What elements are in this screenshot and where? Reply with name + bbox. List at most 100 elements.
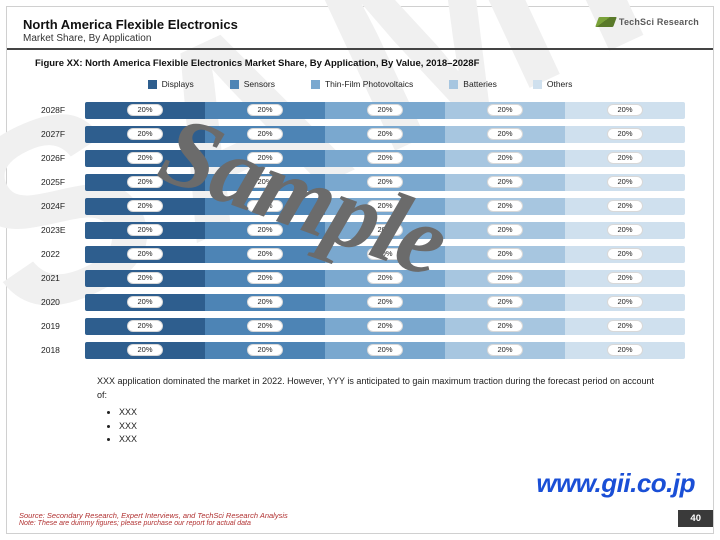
year-label: 2023E — [41, 225, 85, 235]
bar-segment: 20% — [445, 198, 565, 215]
bar-segment: 20% — [325, 174, 445, 191]
segment-value: 20% — [607, 104, 642, 116]
year-label: 2026F — [41, 153, 85, 163]
source-line: Source: Secondary Research, Expert Inter… — [19, 511, 713, 520]
bar-segment: 20% — [325, 102, 445, 119]
segment-value: 20% — [607, 152, 642, 164]
bar-segment: 20% — [85, 222, 205, 239]
bar-segment: 20% — [445, 222, 565, 239]
stacked-bar: 20%20%20%20%20% — [85, 102, 685, 119]
bar-segment: 20% — [325, 222, 445, 239]
legend-swatch-icon — [533, 80, 542, 89]
bar-segment: 20% — [325, 294, 445, 311]
segment-value: 20% — [607, 224, 642, 236]
bar-segment: 20% — [445, 174, 565, 191]
segment-value: 20% — [247, 296, 282, 308]
segment-value: 20% — [127, 224, 162, 236]
chart-row: 2026F20%20%20%20%20% — [41, 147, 685, 169]
segment-value: 20% — [127, 344, 162, 356]
year-label: 2025F — [41, 177, 85, 187]
segment-value: 20% — [367, 272, 402, 284]
bar-segment: 20% — [325, 270, 445, 287]
segment-value: 20% — [367, 320, 402, 332]
legend-label: Sensors — [244, 79, 275, 89]
bar-segment: 20% — [565, 342, 685, 359]
segment-value: 20% — [127, 152, 162, 164]
commentary: XXX application dominated the market in … — [97, 375, 657, 447]
bar-segment: 20% — [445, 342, 565, 359]
logo-text: TechSci Research — [619, 17, 699, 27]
chart-row: 2027F20%20%20%20%20% — [41, 123, 685, 145]
bar-segment: 20% — [565, 150, 685, 167]
bar-segment: 20% — [565, 294, 685, 311]
figure-title: Figure XX: North America Flexible Electr… — [35, 58, 685, 69]
segment-value: 20% — [247, 320, 282, 332]
bar-segment: 20% — [85, 294, 205, 311]
watermark-url: www.gii.co.jp — [536, 468, 695, 499]
bar-segment: 20% — [325, 246, 445, 263]
segment-value: 20% — [367, 200, 402, 212]
segment-value: 20% — [127, 128, 162, 140]
bar-segment: 20% — [85, 318, 205, 335]
bar-segment: 20% — [445, 102, 565, 119]
bar-segment: 20% — [565, 246, 685, 263]
segment-value: 20% — [607, 272, 642, 284]
segment-value: 20% — [127, 176, 162, 188]
stacked-bar: 20% 20% 20% 20% 20% — [85, 126, 685, 143]
bar-segment: 20% — [325, 318, 445, 335]
segment-value: 20% — [127, 320, 162, 332]
segment-value: 20% — [247, 152, 282, 164]
stacked-bar: 20%20%20%20%20% — [85, 150, 685, 167]
legend-swatch-icon — [230, 80, 239, 89]
legend-swatch-icon — [148, 80, 157, 89]
brand-logo: TechSci Research — [597, 17, 699, 27]
segment-value: 20% — [607, 176, 642, 188]
bar-segment: 20% — [565, 126, 685, 143]
stacked-bar: 20%20%20%20%20% — [85, 222, 685, 239]
bar-segment: 20% — [205, 222, 325, 239]
year-label: 2022 — [41, 249, 85, 259]
chart-row: 202220%20%20%20%20% — [41, 243, 685, 265]
footer: Source: Secondary Research, Expert Inter… — [19, 511, 713, 527]
segment-value: 20% — [487, 128, 522, 140]
segment-value: 20% — [247, 272, 282, 284]
chart-row: 2023E20%20%20%20%20% — [41, 219, 685, 241]
chart-row: 2028F20%20%20%20%20% — [41, 99, 685, 121]
segment-value: 20% — [487, 152, 522, 164]
bar-segment: 20% — [565, 102, 685, 119]
bar-segment: 20% — [85, 270, 205, 287]
segment-value: 20% — [127, 296, 162, 308]
segment-value: 20% — [127, 248, 162, 260]
bar-segment: 20% — [205, 174, 325, 191]
segment-value: 20% — [247, 224, 282, 236]
bar-segment: 20% — [445, 126, 565, 143]
bar-segment: 20% — [205, 150, 325, 167]
logo-mark-icon — [595, 17, 617, 27]
segment-value: 20% — [487, 104, 522, 116]
bar-segment: 20% — [325, 198, 445, 215]
bar-segment: 20% — [565, 198, 685, 215]
stacked-bar: 20%20%20%20%20% — [85, 294, 685, 311]
chart-row: 202020%20%20%20%20% — [41, 291, 685, 313]
chart-row: 201820%20%20%20%20% — [41, 339, 685, 361]
bar-segment: 20% — [445, 318, 565, 335]
year-label: 2028F — [41, 105, 85, 115]
year-label: 2020 — [41, 297, 85, 307]
year-label: 2024F — [41, 201, 85, 211]
segment-value: 20% — [487, 200, 522, 212]
segment-value: 20% — [487, 176, 522, 188]
segment-value: 20% — [367, 128, 402, 140]
bar-segment: 20% — [445, 150, 565, 167]
year-label: 2018 — [41, 345, 85, 355]
bar-segment: 20% — [85, 126, 205, 143]
segment-value: 20% — [247, 128, 282, 140]
stacked-bar: 20% 20% 20% 20% 20% — [85, 270, 685, 287]
segment-value: 20% — [127, 200, 162, 212]
bar-segment: 20% — [205, 126, 325, 143]
chart-row: 2024F20%20%20%20%20% — [41, 195, 685, 217]
segment-value: 20% — [247, 344, 282, 356]
bar-segment: 20% — [445, 270, 565, 287]
chart-row: 2025F20%20%20%20%20% — [41, 171, 685, 193]
segment-value: 20% — [607, 320, 642, 332]
chart-row: 202120%20%20%20%20% — [41, 267, 685, 289]
